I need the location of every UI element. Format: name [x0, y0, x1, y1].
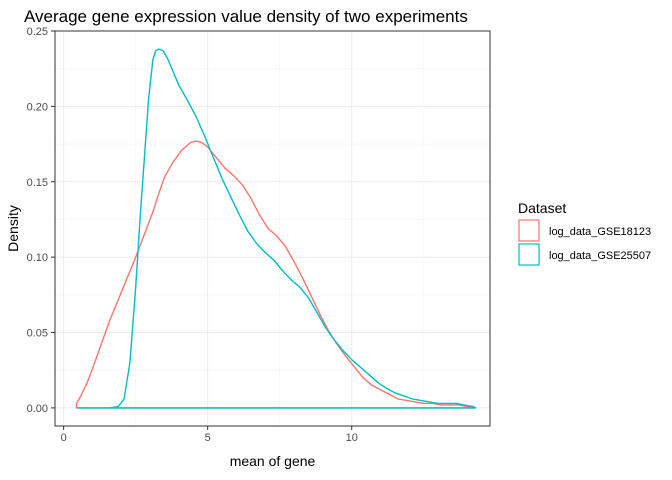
y-tick-label: 0.15 — [27, 177, 48, 189]
grid-lines — [55, 30, 490, 426]
legend-label-log_data_GSE25507: log_data_GSE25507 — [549, 250, 651, 262]
y-tick-label: 0.20 — [27, 101, 48, 113]
legend-key-log_data_GSE18123 — [518, 219, 540, 242]
x-tick-label: 5 — [205, 432, 211, 444]
density-line-log_data_GSE25507 — [76, 48, 477, 409]
y-axis-title: Density — [5, 205, 21, 252]
y-tick-label: 0.10 — [27, 252, 48, 264]
legend-label-log_data_GSE18123: log_data_GSE18123 — [549, 226, 651, 238]
y-axis: 0.00 0.05 0.10 0.15 0.20 0.25 — [27, 26, 55, 415]
y-tick-label: 0.00 — [27, 403, 48, 415]
chart-title: Average gene expression value density of… — [24, 7, 468, 26]
x-tick-label: 10 — [346, 432, 358, 444]
x-axis: 0 5 10 — [61, 426, 358, 444]
legend-title: Dataset — [518, 200, 566, 216]
y-tick-label: 0.25 — [27, 26, 48, 38]
legend-key-log_data_GSE25507 — [518, 243, 540, 266]
legend: Dataset log_data_GSE18123 log_data_GSE255… — [518, 200, 651, 266]
density-line-log_data_GSE18123 — [75, 140, 477, 409]
x-axis-title: mean of gene — [230, 453, 316, 469]
y-tick-label: 0.05 — [27, 328, 48, 340]
density-series-group — [75, 48, 477, 409]
panel-border — [54, 30, 491, 427]
x-tick-label: 0 — [61, 432, 67, 444]
